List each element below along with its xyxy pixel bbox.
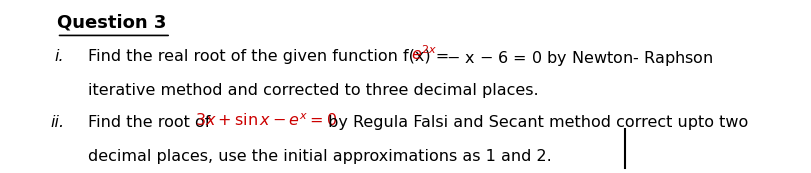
Text: Question 3: Question 3: [57, 13, 166, 31]
Text: ii.: ii.: [50, 115, 64, 130]
Text: $e^{2x}$: $e^{2x}$: [411, 45, 438, 63]
Text: iterative method and corrected to three decimal places.: iterative method and corrected to three …: [88, 83, 539, 98]
Text: $3x + \sin x - e^{x} = 0$: $3x + \sin x - e^{x} = 0$: [195, 113, 337, 129]
Text: Find the root of: Find the root of: [88, 115, 216, 130]
Text: by Regula Falsi and Secant method correct upto two: by Regula Falsi and Secant method correc…: [323, 115, 749, 130]
Text: i.: i.: [54, 49, 64, 64]
Text: decimal places, use the initial approximations as 1 and 2.: decimal places, use the initial approxim…: [88, 149, 552, 165]
Text: $-$ x $-$ 6 = 0 by Newton- Raphson: $-$ x $-$ 6 = 0 by Newton- Raphson: [441, 49, 714, 68]
Text: Find the real root of the given function f(x) =: Find the real root of the given function…: [88, 49, 455, 64]
